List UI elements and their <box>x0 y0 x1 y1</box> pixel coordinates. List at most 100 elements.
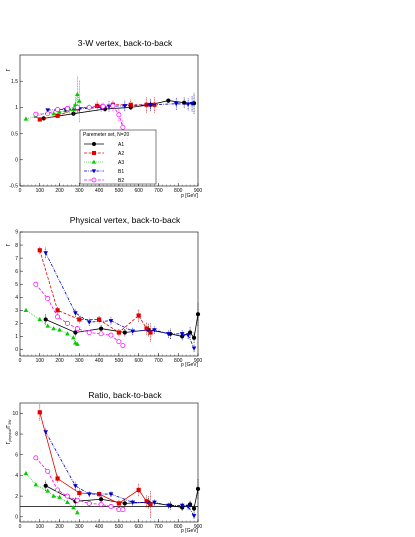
data-point <box>91 177 97 183</box>
data-point <box>65 320 70 326</box>
data-point <box>91 159 97 164</box>
series-line <box>25 94 80 120</box>
legend-title: Paremeter set, N=20 <box>83 132 129 138</box>
x-tick-label: 200 <box>55 358 64 364</box>
y-tick-label: -0.5 <box>9 184 18 190</box>
x-tick-label: 100 <box>36 358 45 364</box>
y-tick-label: 5 <box>15 282 18 288</box>
data-point <box>148 103 153 108</box>
data-point <box>73 330 78 335</box>
legend-label: A3 <box>118 160 124 166</box>
x-axis-label: p [GeV] <box>181 362 199 368</box>
data-point <box>75 510 80 515</box>
x-tick-label: 0 <box>19 358 22 364</box>
series-b1 <box>43 247 197 353</box>
y-tick-label: 1 <box>15 105 18 111</box>
data-point <box>33 111 39 117</box>
data-point <box>191 335 197 340</box>
x-tick-label: 700 <box>154 358 163 364</box>
data-point <box>136 313 141 318</box>
data-point <box>152 328 157 333</box>
legend-item: A3 <box>84 159 124 166</box>
panel-title: Physical vertex, back-to-back <box>70 215 181 225</box>
plot-area: 0 100 200 300 400 500 600 700 800 900 0 2 4 6 8 10 <box>12 402 202 530</box>
data-point <box>180 334 185 339</box>
data-point <box>51 111 56 116</box>
x-tick-label: 800 <box>174 358 183 364</box>
x-tick-label: 100 <box>36 524 45 530</box>
data-point <box>86 500 92 506</box>
data-point <box>37 410 42 415</box>
data-point <box>166 98 171 103</box>
x-tick-label: 300 <box>75 188 84 194</box>
data-point <box>108 332 114 338</box>
data-point <box>43 430 49 435</box>
data-point <box>37 248 42 253</box>
data-point <box>23 470 29 476</box>
plot-frame <box>19 402 199 523</box>
data-point <box>74 497 80 503</box>
data-point <box>191 346 197 351</box>
data-point <box>57 109 62 114</box>
x-tick-label: 500 <box>115 524 124 530</box>
y-tick-label: 8 <box>15 243 18 249</box>
data-point <box>86 330 92 335</box>
data-point <box>37 117 42 122</box>
y-tick-label: 6 <box>15 269 18 275</box>
data-point <box>86 492 92 497</box>
data-point <box>95 103 100 108</box>
data-point <box>120 343 126 349</box>
x-tick-label: 900 <box>194 188 203 194</box>
data-point <box>45 296 51 302</box>
data-point <box>86 104 92 110</box>
x-tick-label: 600 <box>134 188 143 194</box>
series-line <box>25 309 78 345</box>
panel-ratio: Ratio, back-to-back 0 100 200 300 400 500 600 7… <box>6 390 202 534</box>
data-point <box>33 455 39 461</box>
x-tick-label: 200 <box>55 524 64 530</box>
data-point <box>43 251 49 256</box>
y-tick-label: 0 <box>15 515 18 521</box>
data-point <box>136 487 141 493</box>
x-tick-label: 900 <box>194 358 203 364</box>
series-b2 <box>33 100 126 136</box>
plot-area: 0 100 200 300 400 500 600 700 800 900 0 1 2 3 4 5 6 7 8 9 <box>15 230 202 364</box>
data-point <box>152 500 157 505</box>
x-tick-label: 400 <box>95 524 104 530</box>
data-point <box>33 482 39 487</box>
series-line <box>45 485 199 510</box>
data-point <box>108 319 114 324</box>
plot-area: 0 100 200 300 400 500 600 700 800 900-0.500.511.5 <box>9 54 203 194</box>
y-tick-label: 9 <box>15 230 18 236</box>
x-tick-label: 0 <box>19 524 22 530</box>
data-point <box>116 339 122 345</box>
x-axis-label: p [GeV] <box>181 193 199 199</box>
data-point <box>75 341 80 346</box>
data-point <box>122 501 127 506</box>
data-point <box>108 492 114 497</box>
legend-item: A2 <box>84 151 124 157</box>
legend-label: B2 <box>118 178 124 184</box>
data-point <box>45 111 51 117</box>
data-point <box>166 332 171 337</box>
data-point <box>65 499 70 505</box>
data-point <box>33 281 39 287</box>
series-line <box>25 473 78 513</box>
data-point <box>116 501 121 506</box>
data-point <box>74 326 80 332</box>
data-point <box>148 502 153 507</box>
y-axis-label: Γ <box>6 68 12 71</box>
series-line <box>43 100 195 119</box>
x-tick-label: 700 <box>154 524 163 530</box>
plot-frame <box>19 54 199 187</box>
x-tick-label: 500 <box>115 188 124 194</box>
legend-item: A1 <box>84 142 124 148</box>
y-tick-label: 1.5 <box>11 79 18 85</box>
data-point <box>71 504 76 510</box>
y-tick-label: 4 <box>15 473 18 479</box>
data-point <box>116 330 121 335</box>
data-point <box>45 468 51 474</box>
data-point <box>191 514 197 519</box>
data-point <box>173 102 179 107</box>
